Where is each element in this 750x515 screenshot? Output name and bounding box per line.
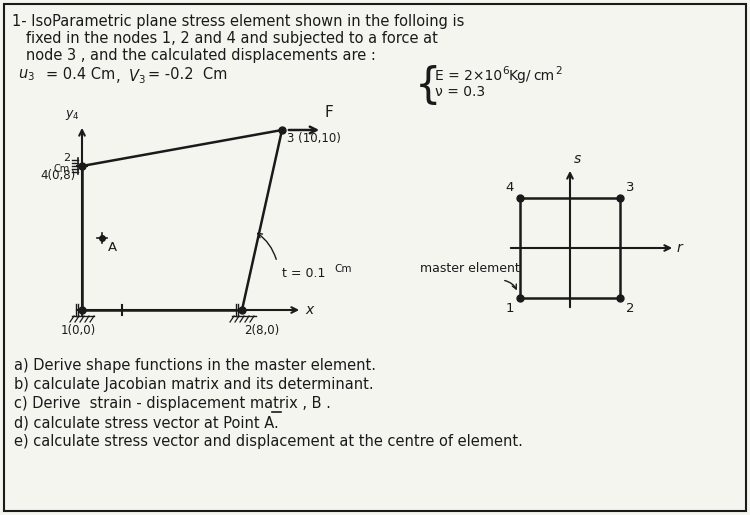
Text: $x$: $x$ xyxy=(305,303,316,317)
Text: b) calculate Jacobian matrix and its determinant.: b) calculate Jacobian matrix and its det… xyxy=(14,377,374,392)
Text: r: r xyxy=(677,241,682,255)
Text: 2: 2 xyxy=(555,66,562,76)
Text: 2: 2 xyxy=(626,302,634,315)
Text: 3 (10,10): 3 (10,10) xyxy=(287,132,340,145)
Text: 4: 4 xyxy=(506,181,514,194)
Text: 1- IsoParametric plane stress element shown in the folloing is: 1- IsoParametric plane stress element sh… xyxy=(12,14,464,29)
Text: a) Derive shape functions in the master element.: a) Derive shape functions in the master … xyxy=(14,358,376,373)
Text: master element: master element xyxy=(420,262,520,274)
Text: = -0.2  Cm: = -0.2 Cm xyxy=(148,67,227,82)
Text: 1: 1 xyxy=(506,302,514,315)
Text: 6: 6 xyxy=(502,66,509,76)
Text: A: A xyxy=(108,241,117,254)
Text: node 3 , and the calculated displacements are :: node 3 , and the calculated displacement… xyxy=(12,48,376,63)
Text: {: { xyxy=(415,65,442,107)
Text: 2(8,0): 2(8,0) xyxy=(244,324,279,337)
Text: = 0.4 Cm: = 0.4 Cm xyxy=(46,67,116,82)
Text: Cm: Cm xyxy=(334,264,352,274)
Text: fixed in the nodes 1, 2 and 4 and subjected to a force at: fixed in the nodes 1, 2 and 4 and subjec… xyxy=(12,31,438,46)
Text: e) calculate stress vector and displacement at the centre of element.: e) calculate stress vector and displacem… xyxy=(14,434,523,449)
Text: c) Derive  strain - displacement matrix , B .: c) Derive strain - displacement matrix ,… xyxy=(14,396,331,411)
Text: $y_4$: $y_4$ xyxy=(64,108,80,122)
Text: Cm: Cm xyxy=(54,164,70,174)
Text: d) calculate stress vector at Point A.: d) calculate stress vector at Point A. xyxy=(14,415,279,430)
Text: E = 2×10: E = 2×10 xyxy=(435,69,502,83)
Text: s: s xyxy=(574,152,581,166)
Text: ν = 0.3: ν = 0.3 xyxy=(435,85,485,99)
Text: 3: 3 xyxy=(626,181,634,194)
Text: 4(0,8): 4(0,8) xyxy=(40,169,75,182)
Text: 2: 2 xyxy=(63,153,70,163)
Text: t = 0.1: t = 0.1 xyxy=(282,267,326,280)
Text: F: F xyxy=(324,105,333,120)
Text: Kg/: Kg/ xyxy=(509,69,532,83)
Text: 1(0,0): 1(0,0) xyxy=(60,324,96,337)
Text: $u_3$: $u_3$ xyxy=(18,67,35,83)
Text: cm: cm xyxy=(533,69,554,83)
Text: ,  $V_3$: , $V_3$ xyxy=(115,67,146,85)
